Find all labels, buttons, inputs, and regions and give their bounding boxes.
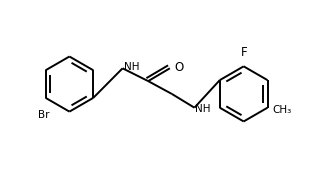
Text: O: O	[175, 61, 184, 74]
Text: F: F	[241, 46, 248, 59]
Text: NH: NH	[196, 104, 211, 114]
Text: NH: NH	[124, 62, 139, 72]
Text: CH₃: CH₃	[273, 105, 292, 115]
Text: Br: Br	[38, 110, 49, 120]
